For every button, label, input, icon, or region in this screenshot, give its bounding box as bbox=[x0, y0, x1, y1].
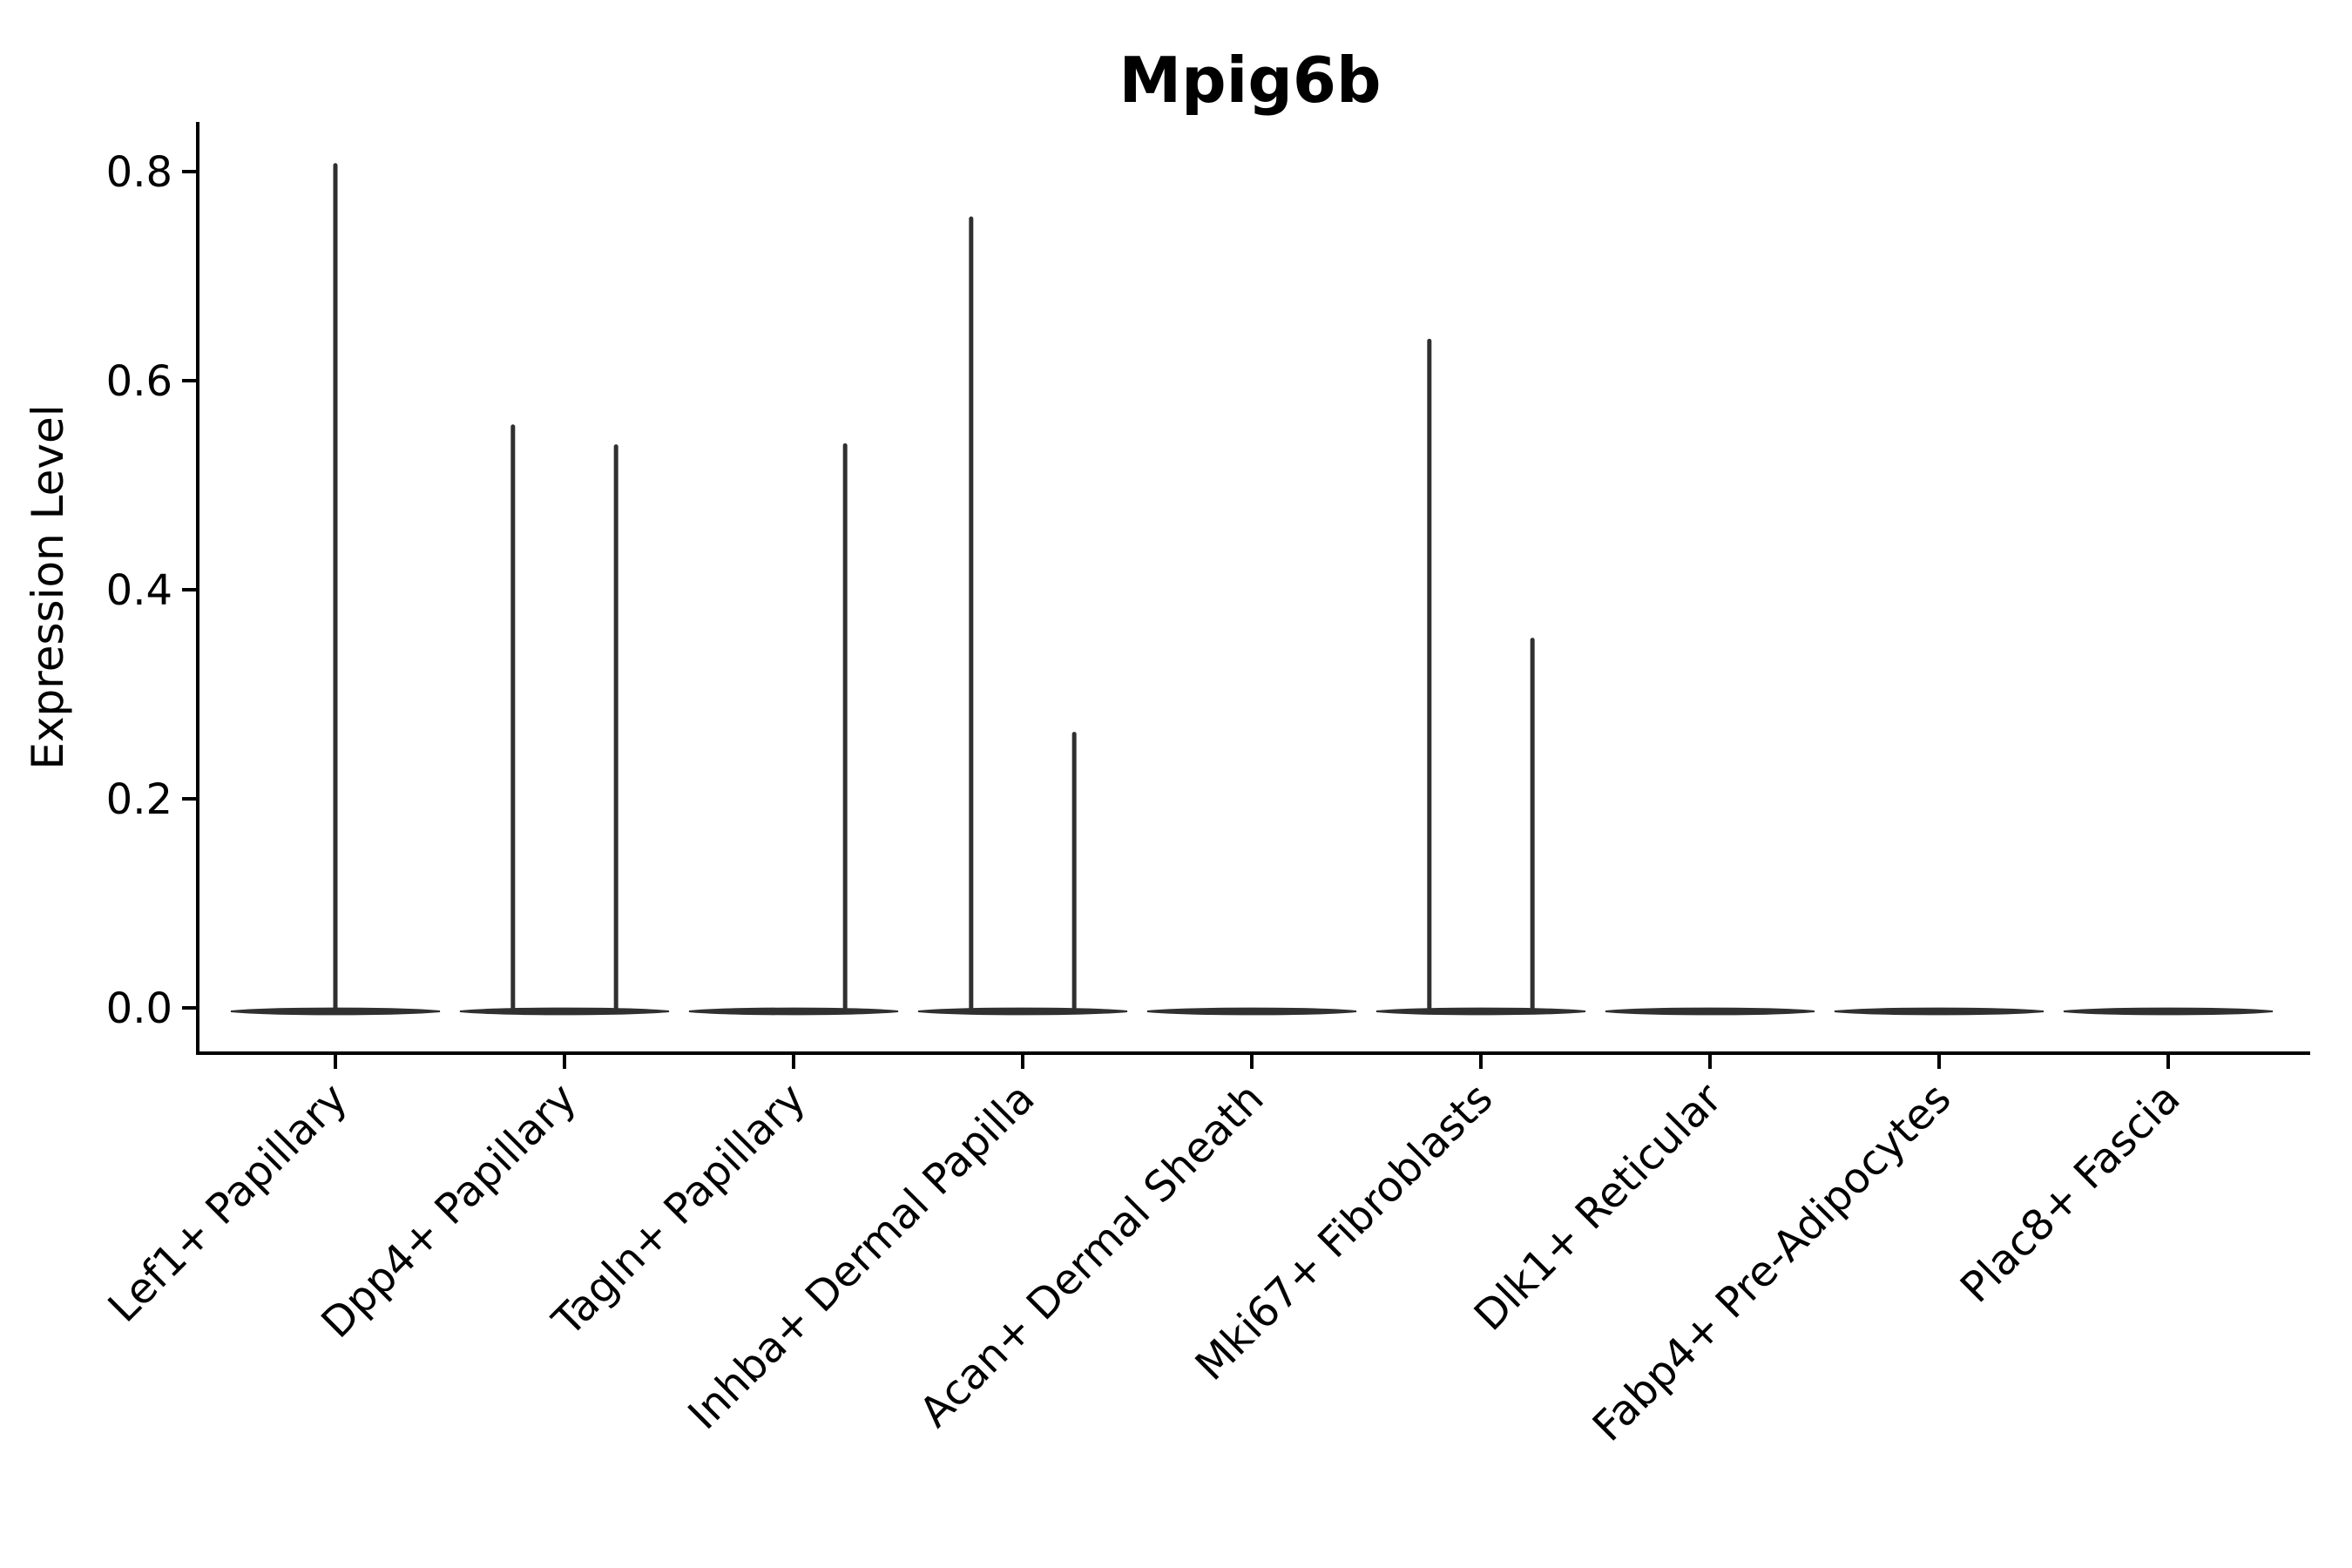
x-tick-label: Tagln+ Papillary bbox=[543, 1074, 814, 1346]
y-axis-label: Expression Level bbox=[23, 404, 73, 769]
chart-title: Mpig6b bbox=[1119, 44, 1381, 117]
violin-baseline bbox=[1834, 1007, 2044, 1016]
violin-baseline bbox=[1146, 1007, 1357, 1016]
x-tick-label: Plac8+ Fascia bbox=[1951, 1074, 2190, 1313]
x-tick-label: Dlk1+ Reticular bbox=[1465, 1074, 1732, 1341]
y-tick-label: 0.0 bbox=[106, 984, 172, 1033]
x-tick-label: Lef1+ Papillary bbox=[99, 1074, 357, 1332]
y-tick-label: 0.2 bbox=[106, 775, 172, 824]
y-tick-label: 0.8 bbox=[106, 148, 172, 197]
violin-baseline bbox=[688, 1007, 899, 1016]
y-tick-label: 0.6 bbox=[106, 357, 172, 406]
violin-baseline bbox=[917, 1007, 1128, 1016]
y-tick-label: 0.4 bbox=[106, 566, 172, 615]
y-axis-ticks: 0.0 0.2 0.4 0.6 0.8 bbox=[106, 148, 198, 1033]
violin-baseline bbox=[1605, 1007, 1815, 1016]
violin-baseline bbox=[2063, 1007, 2274, 1016]
violins-group bbox=[230, 163, 2274, 1016]
x-tick-label: Dpp4+ Papillary bbox=[312, 1074, 585, 1348]
violin-baseline bbox=[1375, 1007, 1586, 1016]
violin-baseline bbox=[459, 1007, 670, 1016]
